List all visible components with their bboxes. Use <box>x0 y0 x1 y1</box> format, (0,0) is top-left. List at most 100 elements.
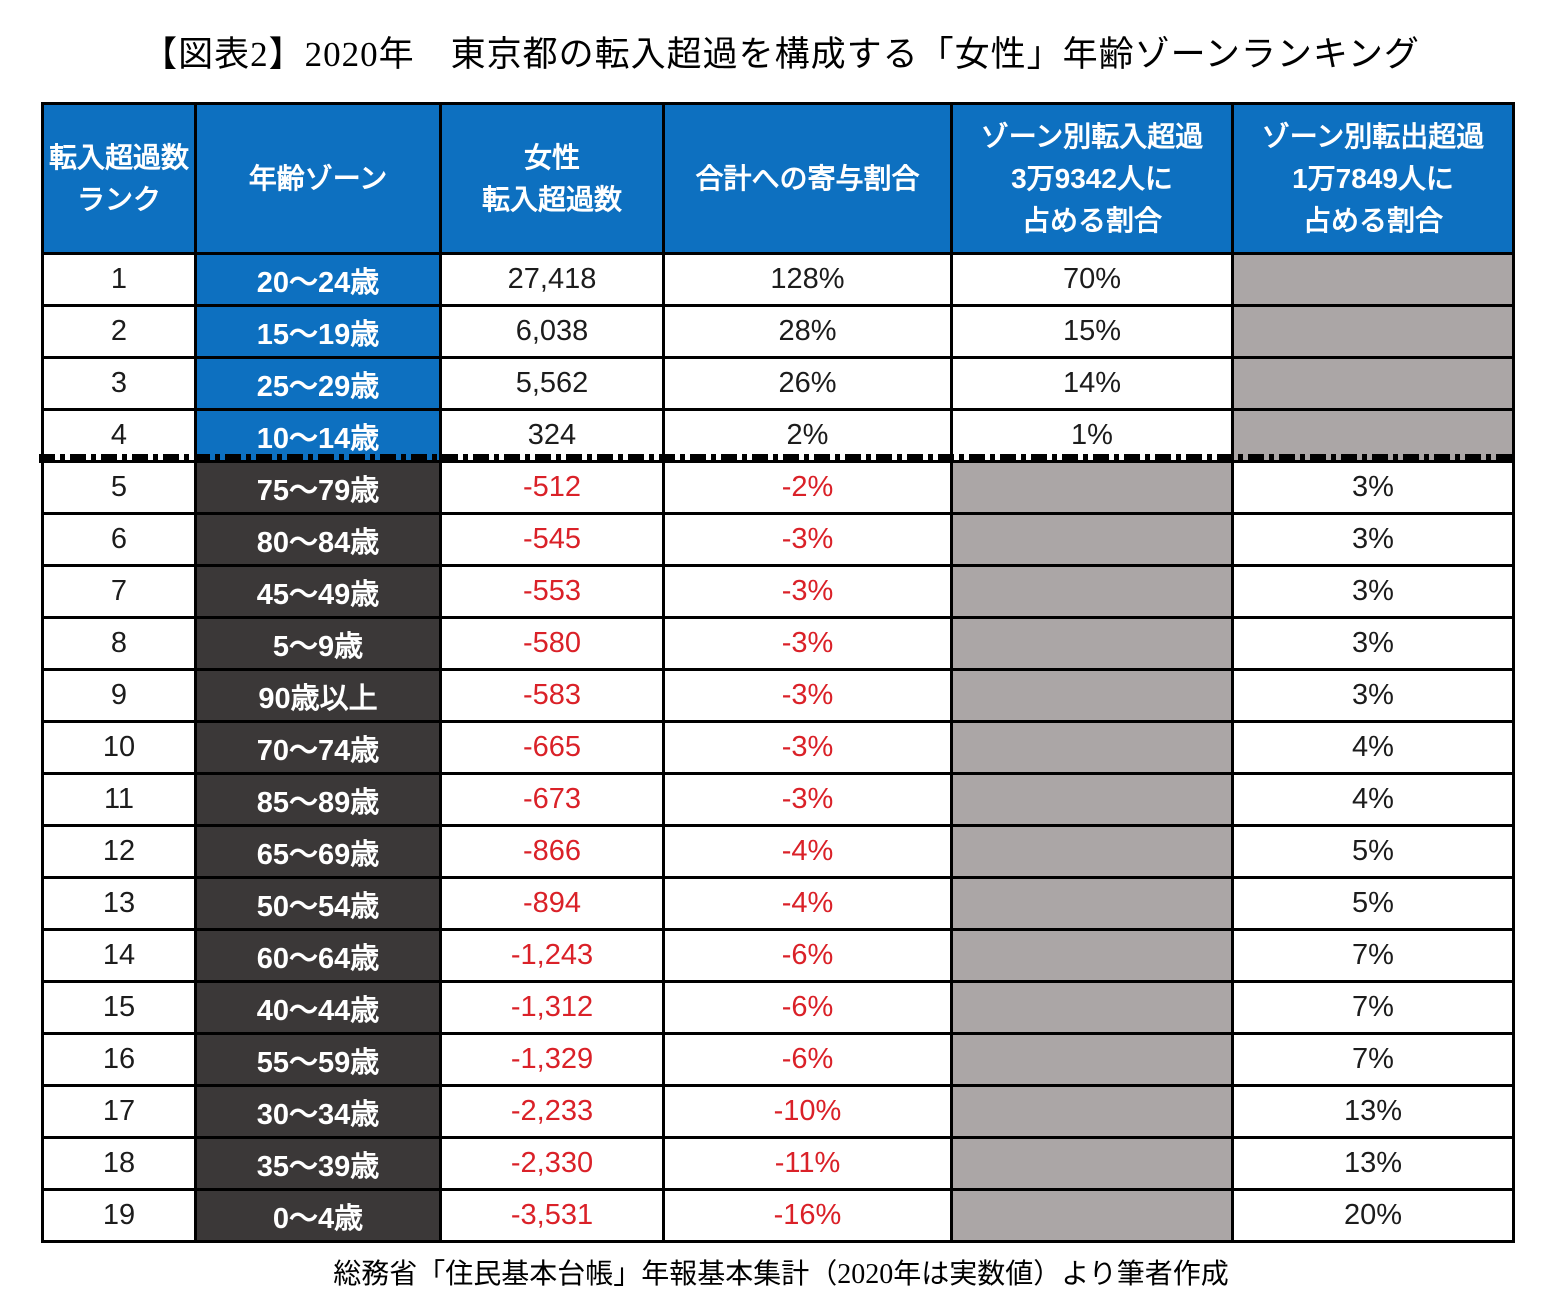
table-row: 18 35～39歳 -2,330 -11% 13% <box>41 1136 1515 1191</box>
table-row: 14 60～64歳 -1,243 -6% 7% <box>41 928 1515 983</box>
net-migration-cell: -866 <box>439 824 665 879</box>
net-migration-cell: 5,562 <box>439 356 665 411</box>
net-migration-cell: -665 <box>439 720 665 775</box>
inflow-share-cell <box>950 720 1234 775</box>
contribution-cell: 26% <box>662 356 953 411</box>
net-migration-cell: -583 <box>439 668 665 723</box>
outflow-share-cell: 5% <box>1231 876 1515 931</box>
net-migration-cell: -580 <box>439 616 665 671</box>
net-migration-cell: -1,243 <box>439 928 665 983</box>
outflow-share-cell: 7% <box>1231 1032 1515 1087</box>
table-row: 16 55～59歳 -1,329 -6% 7% <box>41 1032 1515 1087</box>
contribution-cell: -16% <box>662 1188 953 1243</box>
table-row: 6 80～84歳 -545 -3% 3% <box>41 512 1515 567</box>
ranking-table-container: 転入超過数 ランク 年齢ゾーン 女性 転入超過数 合計への寄与割合 ゾーン別転入超過 3… <box>39 102 1515 1243</box>
rank-cell: 17 <box>41 1084 197 1139</box>
age-zone-cell: 40～44歳 <box>194 980 442 1035</box>
rank-cell: 5 <box>41 460 197 515</box>
table-row: 3 25～29歳 5,562 26% 14% <box>41 356 1515 411</box>
table-row: 7 45～49歳 -553 -3% 3% <box>41 564 1515 619</box>
table-row: 10 70～74歳 -665 -3% 4% <box>41 720 1515 775</box>
contribution-cell: -2% <box>662 460 953 515</box>
age-zone-cell: 70～74歳 <box>194 720 442 775</box>
outflow-share-cell: 7% <box>1231 980 1515 1035</box>
source-note: 総務省「住民基本台帳」年報基本集計（2020年は実数値）より筆者作成 <box>333 1259 1229 1290</box>
rank-cell: 16 <box>41 1032 197 1087</box>
rank-cell: 4 <box>41 408 197 463</box>
outflow-share-cell <box>1231 304 1515 359</box>
inflow-share-cell: 15% <box>950 304 1234 359</box>
table-row: 5 75～79歳 -512 -2% 3% <box>41 460 1515 515</box>
outflow-share-cell: 3% <box>1231 460 1515 515</box>
inflow-share-cell <box>950 824 1234 879</box>
outflow-share-cell <box>1231 252 1515 307</box>
net-migration-cell: 27,418 <box>439 252 665 307</box>
age-zone-cell: 35～39歳 <box>194 1136 442 1191</box>
inflow-share-cell <box>950 980 1234 1035</box>
net-migration-cell: -673 <box>439 772 665 827</box>
age-zone-cell: 30～34歳 <box>194 1084 442 1139</box>
inflow-share-cell <box>950 616 1234 671</box>
rank-cell: 12 <box>41 824 197 879</box>
table-header-row: 転入超過数 ランク 年齢ゾーン 女性 転入超過数 合計への寄与割合 ゾーン別転入超過 3… <box>41 102 1515 255</box>
age-zone-cell: 80～84歳 <box>194 512 442 567</box>
column-header-contribution: 合計への寄与割合 <box>662 102 953 255</box>
age-zone-cell: 50～54歳 <box>194 876 442 931</box>
net-migration-cell: -512 <box>439 460 665 515</box>
age-zone-cell: 55～59歳 <box>194 1032 442 1087</box>
net-migration-cell: -3,531 <box>439 1188 665 1243</box>
column-header-in-share: ゾーン別転入超過 3万9342人に 占める割合 <box>950 102 1234 255</box>
contribution-cell: -6% <box>662 928 953 983</box>
rank-cell: 14 <box>41 928 197 983</box>
table-row: 8 5～9歳 -580 -3% 3% <box>41 616 1515 671</box>
rank-cell: 10 <box>41 720 197 775</box>
inflow-share-cell: 14% <box>950 356 1234 411</box>
rank-cell: 1 <box>41 252 197 307</box>
table-row: 15 40～44歳 -1,312 -6% 7% <box>41 980 1515 1035</box>
inflow-share-cell <box>950 668 1234 723</box>
inflow-share-cell <box>950 512 1234 567</box>
contribution-cell: -4% <box>662 876 953 931</box>
outflow-share-cell: 13% <box>1231 1084 1515 1139</box>
column-header-age-zone: 年齢ゾーン <box>194 102 442 255</box>
table-row: 1 20～24歳 27,418 128% 70% <box>41 252 1515 307</box>
table-row: 9 90歳以上 -583 -3% 3% <box>41 668 1515 723</box>
net-migration-cell: -1,312 <box>439 980 665 1035</box>
outflow-share-cell <box>1231 356 1515 411</box>
age-zone-cell: 45～49歳 <box>194 564 442 619</box>
inflow-share-cell <box>950 876 1234 931</box>
rank-cell: 7 <box>41 564 197 619</box>
age-zone-cell: 60～64歳 <box>194 928 442 983</box>
column-header-out-share: ゾーン別転出超過 1万7849人に 占める割合 <box>1231 102 1515 255</box>
rank-cell: 19 <box>41 1188 197 1243</box>
rank-cell: 15 <box>41 980 197 1035</box>
contribution-cell: -4% <box>662 824 953 879</box>
contribution-cell: -6% <box>662 980 953 1035</box>
inflow-share-cell <box>950 1084 1234 1139</box>
contribution-cell: -3% <box>662 668 953 723</box>
contribution-cell: -10% <box>662 1084 953 1139</box>
inflow-share-cell <box>950 460 1234 515</box>
net-migration-cell: -553 <box>439 564 665 619</box>
inflow-outflow-divider <box>39 454 1514 463</box>
net-migration-cell: -1,329 <box>439 1032 665 1087</box>
contribution-cell: -6% <box>662 1032 953 1087</box>
inflow-share-cell <box>950 1188 1234 1243</box>
inflow-share-cell <box>950 1032 1234 1087</box>
age-zone-cell: 15～19歳 <box>194 304 442 359</box>
table-row: 12 65～69歳 -866 -4% 5% <box>41 824 1515 879</box>
net-migration-cell: -2,330 <box>439 1136 665 1191</box>
rank-cell: 13 <box>41 876 197 931</box>
table-row: 11 85～89歳 -673 -3% 4% <box>41 772 1515 827</box>
ranking-table: 転入超過数 ランク 年齢ゾーン 女性 転入超過数 合計への寄与割合 ゾーン別転入超過 3… <box>41 102 1515 1243</box>
contribution-cell: -3% <box>662 720 953 775</box>
age-zone-cell: 90歳以上 <box>194 668 442 723</box>
rank-cell: 6 <box>41 512 197 567</box>
column-header-rank: 転入超過数 ランク <box>41 102 197 255</box>
table-row: 13 50～54歳 -894 -4% 5% <box>41 876 1515 931</box>
contribution-cell: 28% <box>662 304 953 359</box>
age-zone-cell: 85～89歳 <box>194 772 442 827</box>
outflow-share-cell: 3% <box>1231 668 1515 723</box>
rank-cell: 8 <box>41 616 197 671</box>
contribution-cell: -3% <box>662 564 953 619</box>
